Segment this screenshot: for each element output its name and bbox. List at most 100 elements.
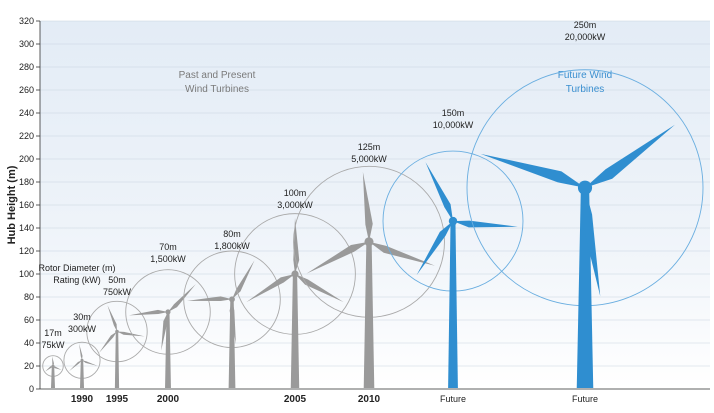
- y-tick-label: 200: [19, 154, 34, 164]
- y-tick-label: 220: [19, 131, 34, 141]
- tower: [165, 311, 171, 388]
- turbine-4: [125, 269, 211, 388]
- tower: [51, 366, 55, 388]
- x-tick-label: 1990: [71, 394, 94, 405]
- turbine-9: [466, 69, 704, 388]
- blade: [246, 274, 295, 303]
- svg-text:Past and Present: Past and Present: [179, 70, 256, 81]
- y-tick-label: 160: [19, 200, 34, 210]
- rating-label: 10,000kW: [433, 120, 474, 130]
- hub: [448, 216, 458, 226]
- blade: [52, 356, 54, 366]
- svg-text:Turbines: Turbines: [566, 84, 605, 95]
- blade: [229, 299, 236, 345]
- y-tick-label: 320: [19, 16, 34, 26]
- svg-text:Rotor Diameter (m): Rotor Diameter (m): [38, 263, 115, 273]
- blade: [362, 171, 373, 242]
- rotor-diameter-label: 250m: [574, 20, 597, 30]
- blade: [117, 331, 145, 337]
- x-tick-label: 1995: [106, 394, 129, 405]
- hub: [80, 358, 84, 362]
- turbine-1: [42, 355, 64, 388]
- y-tick-label: 120: [19, 246, 34, 256]
- blade: [107, 305, 117, 332]
- rotor-diameter-label: 17m: [44, 328, 62, 338]
- hub: [229, 296, 235, 303]
- rating-label: 20,000kW: [565, 32, 606, 42]
- x-axis-labels: 1990 1995 2000 2005 2010 Future Future: [71, 394, 598, 405]
- y-tick-label: 0: [29, 384, 34, 394]
- turbines: [42, 69, 704, 388]
- y-tick-label: 140: [19, 223, 34, 233]
- y-tick-label: 240: [19, 108, 34, 118]
- rating-label: 5,000kW: [351, 154, 387, 164]
- rotor-diameter-label: 50m: [108, 275, 126, 285]
- turbine-7: [293, 165, 445, 388]
- y-tick-label: 260: [19, 85, 34, 95]
- x-tick-label: 2000: [157, 394, 180, 405]
- x-tick-label: 2005: [284, 394, 307, 405]
- turbine-5: [183, 250, 281, 388]
- y-tick-label: 300: [19, 39, 34, 49]
- blade: [585, 124, 675, 188]
- y-tick-label: 80: [24, 292, 34, 302]
- turbine-labels: 17m 75kW 30m 300kW 50m 750kW 70m 1,500kW 80m 1,80…: [41, 20, 605, 350]
- y-tick-label: 20: [24, 361, 34, 371]
- turbine-6: [234, 213, 356, 388]
- blade: [168, 284, 196, 312]
- blade: [480, 153, 585, 188]
- blade: [187, 296, 232, 302]
- blade: [98, 331, 117, 354]
- rating-label: 1,800kW: [214, 241, 250, 251]
- rotor-diameter-label: 125m: [358, 142, 381, 152]
- y-axis: 0 20 40 60 80 100 120 140 160 180 200 220 240 260 280 3…: [19, 16, 710, 394]
- hub: [165, 309, 171, 315]
- y-tick-label: 180: [19, 177, 34, 187]
- svg-text:Rating (kW): Rating (kW): [53, 275, 101, 285]
- blade: [128, 309, 168, 316]
- rotor-diameter-label: 80m: [223, 229, 241, 239]
- hub: [364, 237, 374, 247]
- y-tick-label: 100: [19, 269, 34, 279]
- blade: [232, 260, 255, 300]
- rating-label: 1,500kW: [150, 254, 186, 264]
- blade: [82, 360, 98, 367]
- rating-label: 3,000kW: [277, 200, 313, 210]
- svg-text:Wind Turbines: Wind Turbines: [185, 84, 249, 95]
- x-tick-label: 2010: [358, 394, 381, 405]
- y-tick-label: 280: [19, 62, 34, 72]
- rotor-diameter-label: 30m: [73, 312, 91, 322]
- annotation-future: Future Wind Turbines: [558, 70, 612, 95]
- x-tick-label: Future: [572, 394, 598, 404]
- tower: [80, 360, 84, 388]
- rotor-rating-caption: Rotor Diameter (m) Rating (kW): [38, 263, 115, 285]
- tower: [290, 274, 300, 388]
- blade: [53, 366, 62, 371]
- blade: [161, 311, 168, 351]
- blade: [453, 220, 518, 228]
- blade: [416, 221, 453, 276]
- blade: [79, 343, 83, 361]
- turbine-3: [86, 300, 148, 388]
- blade: [295, 274, 344, 303]
- rating-label: 750kW: [103, 287, 132, 297]
- blade: [293, 217, 300, 274]
- tower: [448, 221, 458, 388]
- tower: [363, 241, 375, 388]
- hub: [51, 364, 55, 368]
- tower: [114, 331, 120, 388]
- rotor-diameter-label: 100m: [284, 188, 307, 198]
- y-axis-label: Hub Height (m): [6, 165, 18, 244]
- rotor-diameter-label: 150m: [442, 108, 465, 118]
- rating-label: 300kW: [68, 324, 97, 334]
- hub: [115, 329, 119, 334]
- blade: [369, 241, 435, 266]
- blade: [425, 162, 453, 222]
- blade: [45, 366, 53, 372]
- rotor-diameter-label: 70m: [159, 242, 177, 252]
- x-tick-label: Future: [440, 394, 466, 404]
- blade: [306, 241, 369, 274]
- turbine-2: [63, 341, 101, 388]
- annotation-past-present: Past and Present Wind Turbines: [179, 70, 256, 95]
